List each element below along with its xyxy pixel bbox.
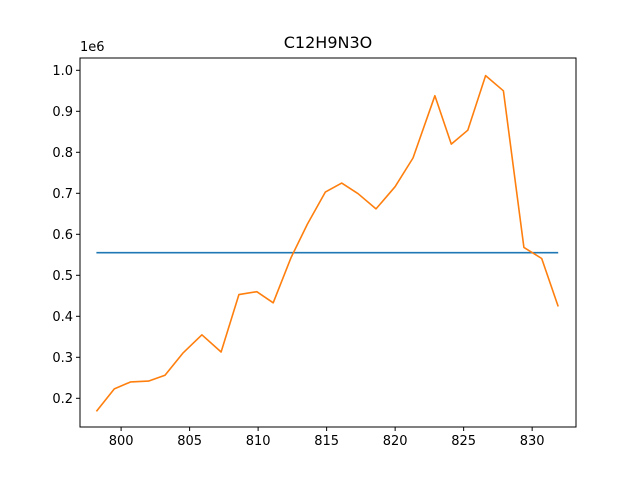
y-tick-label: 0.2: [52, 392, 73, 407]
y-tick-label: 0.7: [52, 187, 73, 202]
y-tick-label: 0.5: [52, 269, 73, 284]
series-line-1: [95, 74, 559, 412]
x-tick-label: 825: [451, 434, 476, 449]
plot-frame: [79, 57, 577, 428]
x-tick-label: 800: [109, 434, 134, 449]
x-tick-label: 830: [520, 434, 545, 449]
y-tick-label: 0.3: [52, 351, 73, 366]
y-tick-label: 0.9: [52, 105, 73, 120]
y-tick-label: 0.4: [52, 310, 73, 325]
y-tick-label: 0.8: [52, 146, 73, 161]
x-tick-label: 805: [177, 434, 202, 449]
y-tick-label: 1.0: [52, 64, 73, 79]
plot-area: 800 805 810 815 820 825 830 0.2 0.3 0.4 0.5 0.6 0.7 0…: [52, 64, 559, 449]
x-tick-label: 815: [314, 434, 339, 449]
y-offset-label: 1e6: [80, 40, 105, 55]
y-tick-label: 0.6: [52, 228, 73, 243]
chart-title: C12H9N3O: [284, 33, 372, 52]
x-tick-label: 820: [383, 434, 408, 449]
x-tick-label: 810: [246, 434, 271, 449]
